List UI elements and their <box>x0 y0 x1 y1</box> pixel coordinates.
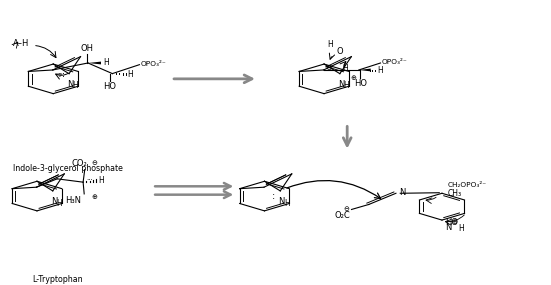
Text: CH₂OPO₃²⁻: CH₂OPO₃²⁻ <box>447 182 487 188</box>
Text: H: H <box>73 82 78 90</box>
Text: H: H <box>98 176 104 185</box>
Polygon shape <box>88 62 101 64</box>
Text: N: N <box>278 197 284 206</box>
Text: N: N <box>51 197 57 206</box>
Text: ⊕: ⊕ <box>451 219 457 225</box>
Text: H: H <box>343 82 349 90</box>
Text: H₃N: H₃N <box>66 196 82 205</box>
Text: OPO₃²⁻: OPO₃²⁻ <box>141 61 167 67</box>
Text: ⊕: ⊕ <box>91 194 97 200</box>
Text: O: O <box>337 47 343 56</box>
Text: H: H <box>327 40 333 49</box>
Text: ⊕: ⊕ <box>350 75 356 81</box>
Text: ⊖: ⊖ <box>326 63 332 72</box>
Text: H: H <box>284 199 290 208</box>
Text: H: H <box>127 70 133 79</box>
Text: :: : <box>272 191 276 201</box>
Polygon shape <box>359 69 371 71</box>
Text: CO₂: CO₂ <box>72 159 87 168</box>
Text: N: N <box>445 223 452 233</box>
Text: CH₃: CH₃ <box>447 189 462 198</box>
Text: ...: ... <box>86 175 93 181</box>
Text: N: N <box>398 188 405 197</box>
Text: ⊖: ⊖ <box>343 206 349 212</box>
Text: H: H <box>458 224 464 233</box>
Text: ⊖: ⊖ <box>91 160 98 166</box>
Text: HO: HO <box>354 79 367 88</box>
Text: N: N <box>338 80 344 89</box>
Text: H: H <box>342 64 348 73</box>
Text: Indole-3-glycerol phosphate: Indole-3-glycerol phosphate <box>13 164 123 173</box>
Text: OH: OH <box>80 44 94 53</box>
Text: ∷: ∷ <box>59 71 64 80</box>
Text: H: H <box>56 199 62 208</box>
Text: N: N <box>67 80 73 89</box>
Text: H: H <box>377 66 383 75</box>
Text: H: H <box>103 58 109 68</box>
Text: L-Tryptophan: L-Tryptophan <box>32 275 83 284</box>
Text: OPO₃²⁻: OPO₃²⁻ <box>382 60 408 66</box>
Text: A–H: A–H <box>13 39 29 48</box>
Text: O₂C: O₂C <box>334 211 350 220</box>
Text: HO: HO <box>445 217 458 227</box>
Text: HO: HO <box>103 82 116 91</box>
